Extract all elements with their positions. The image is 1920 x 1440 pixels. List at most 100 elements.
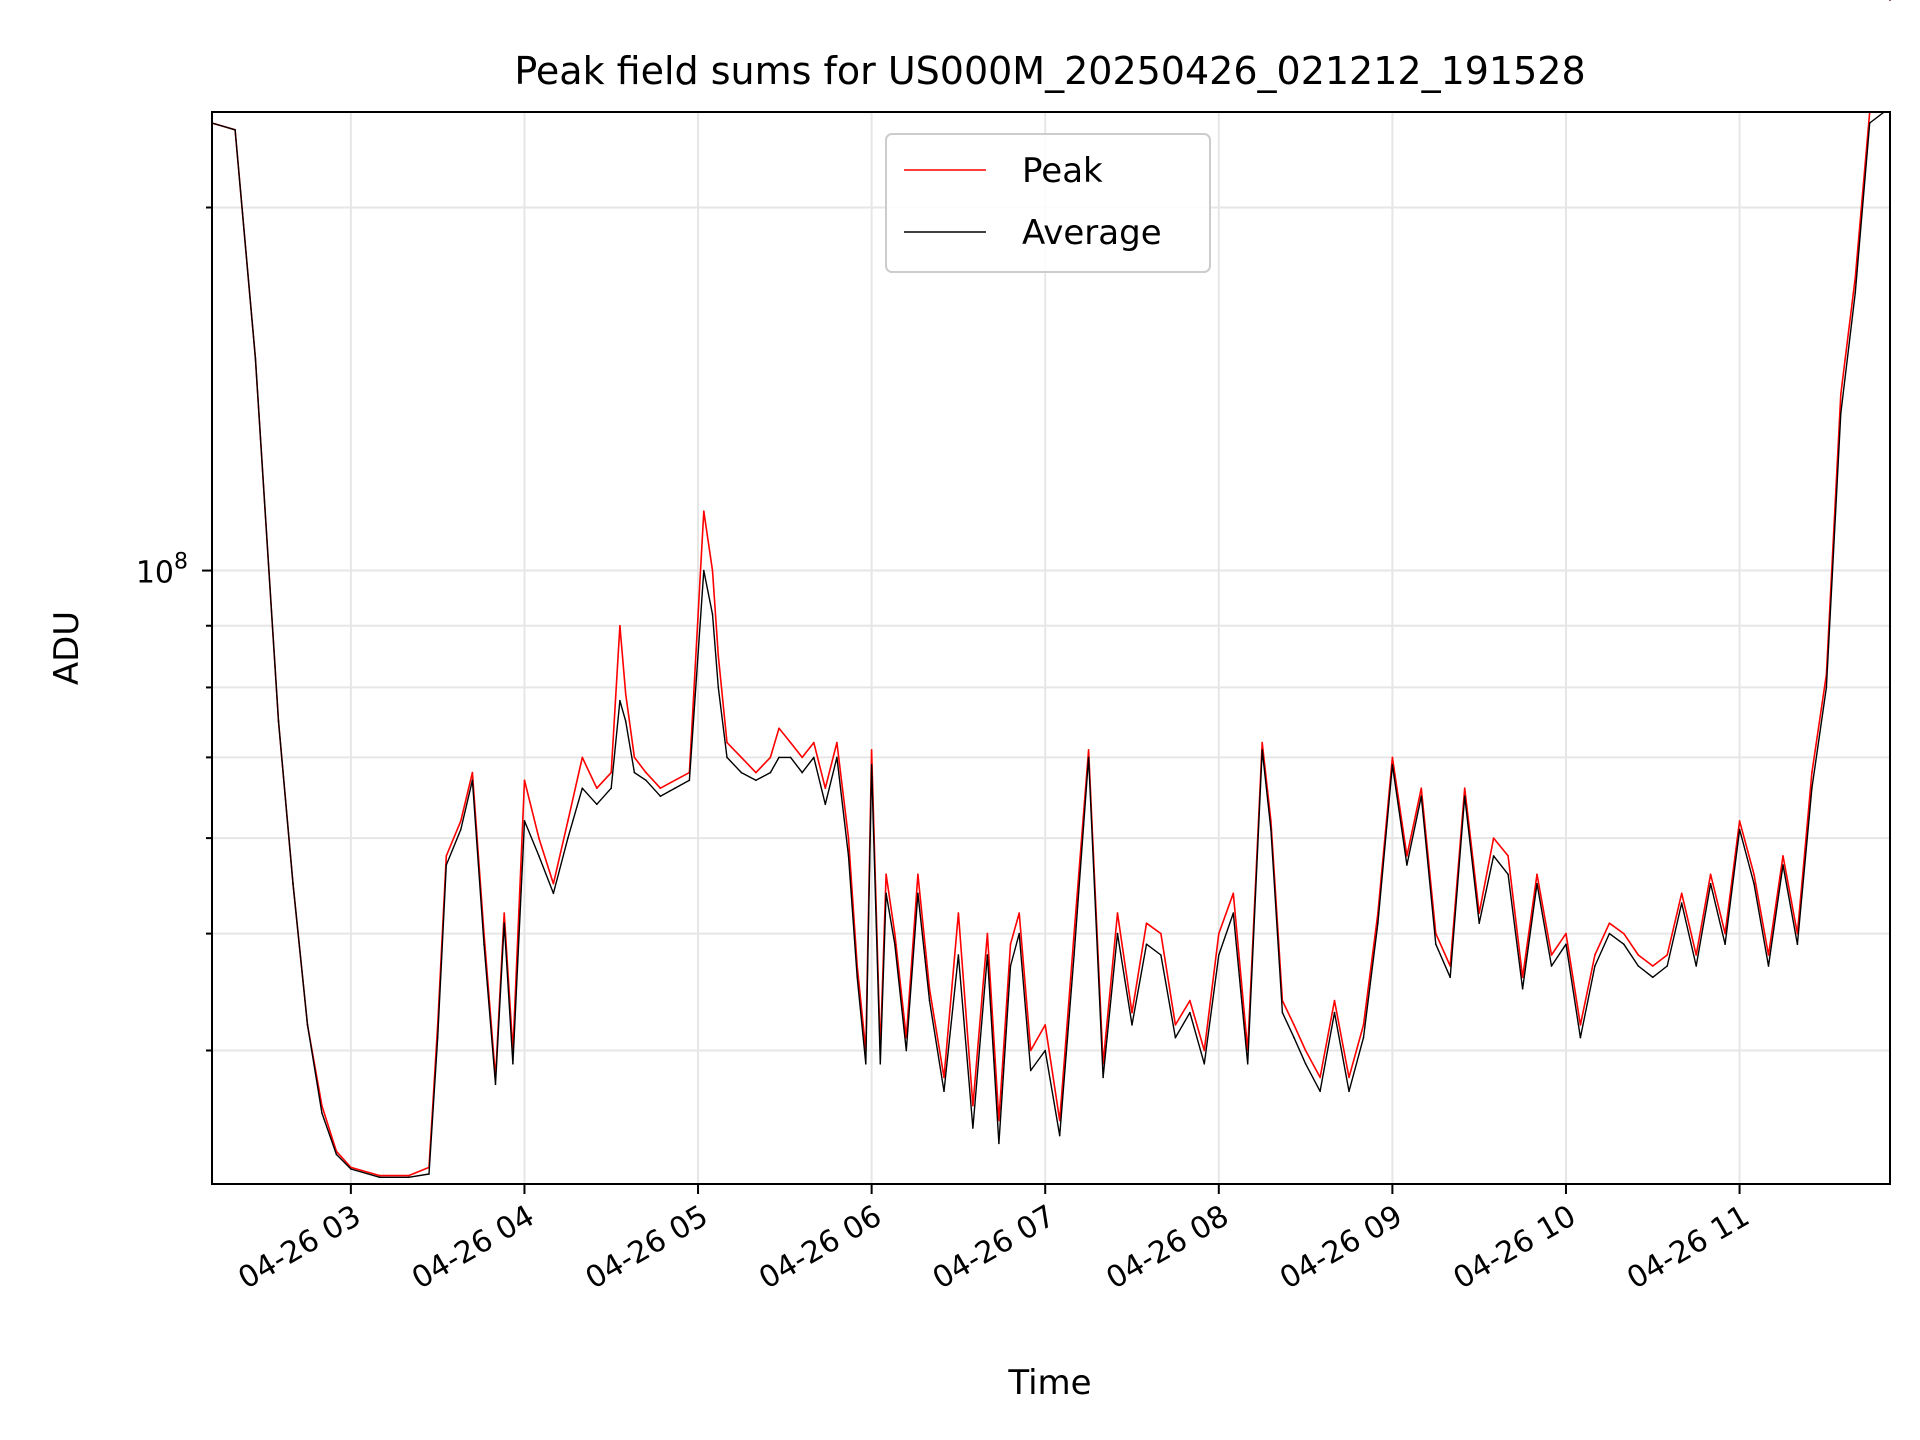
data-point-peak [801,756,803,759]
x-axis-label: Time [1007,1363,1091,1403]
data-point-peak [1044,1024,1046,1026]
data-point-average [1281,1011,1284,1014]
data-point-peak [1680,892,1683,895]
data-point-average [1261,749,1263,751]
data-point-peak [1463,787,1466,789]
data-point-average [619,699,621,702]
data-point-average [972,1127,974,1129]
legend: Peak Average [885,133,1211,273]
chart-title: Peak field sums for US000M_20250426_0212… [514,49,1585,93]
data-point-peak [1116,912,1119,914]
legend-box [885,133,1211,273]
data-point-peak [552,882,555,885]
data-point-peak [1753,873,1755,876]
data-point-average [1116,932,1119,935]
data-point-average [633,771,636,774]
data-point-peak [1145,922,1148,924]
data-point-peak [717,654,720,657]
data-point-average [1796,943,1799,945]
data-point-average [894,943,896,945]
data-point-average [1087,756,1090,759]
data-point-average [1218,954,1220,956]
data-point-average [998,1142,1000,1145]
data-point-average [769,771,772,774]
data-point-average [1174,1036,1177,1039]
data-point-average [1131,1024,1133,1026]
data-point-peak [824,787,827,789]
data-point-average [538,855,540,857]
data-point-average [928,999,931,1002]
y-axis: 108 [136,206,212,1052]
data-point-average [1304,1063,1307,1065]
data-point-average [1507,873,1509,876]
data-point-average [1333,1011,1336,1014]
data-point-peak [624,693,627,695]
data-point-average [1652,976,1654,979]
data-point-average [624,720,627,722]
data-point-peak [567,820,569,822]
data-point-average [917,892,919,895]
data-point-average [865,1063,867,1065]
data-point-average [1029,1069,1032,1072]
plot-frame [211,111,1891,1185]
data-point-average [1406,864,1408,866]
data-point-peak [619,624,621,627]
data-point-average [1145,943,1148,945]
data-point-peak [1565,932,1567,935]
data-point-peak [596,787,598,789]
data-point-peak [740,756,743,759]
legend-label-peak: Peak [1022,151,1103,191]
data-point-average [234,129,236,131]
data-point-peak [1391,756,1394,759]
data-point-average [523,820,526,822]
data-point-average [1391,764,1394,766]
data-point-peak [1695,954,1697,956]
data-point-peak [610,771,612,774]
data-point-average [1018,932,1020,935]
data-point-peak [1767,954,1770,956]
data-point-peak [755,771,757,774]
data-point-peak [1623,932,1625,935]
data-point-peak [1666,954,1668,956]
data-point-peak [321,1104,323,1107]
data-point-peak [711,569,714,572]
data-point-average [659,795,662,797]
data-point-peak [894,932,896,935]
data-point-peak [1782,855,1784,857]
data-point-average [1709,882,1712,885]
data-point-peak [957,912,960,914]
data-point-average [1666,965,1668,967]
data-point-average [436,1036,439,1039]
data-point-average [1009,965,1012,967]
data-point-peak [1709,873,1712,876]
data-point-peak [1811,771,1813,774]
data-point-average [1724,943,1726,945]
data-point-average [986,954,989,956]
data-point-average [321,1112,323,1114]
data-point-average [1637,965,1640,967]
data-point-peak [1478,912,1480,914]
data-point-average [1854,291,1857,294]
data-point-average [1782,864,1784,866]
data-point-average [870,764,873,766]
data-point-peak [1348,1076,1350,1079]
data-point-average [755,779,757,782]
data-point-average [778,756,780,759]
data-point-average [552,892,555,895]
data-point-peak [633,756,636,759]
data-point-average [1753,882,1755,885]
data-point-average [1246,1063,1249,1065]
data-point-peak [1738,820,1741,822]
data-point-average [1420,795,1423,797]
series-layer [211,0,1891,1179]
data-point-peak [1009,943,1012,945]
data-point-average [879,1063,882,1065]
data-point-average [1825,686,1828,689]
data-point-average [674,787,676,789]
data-point-peak [523,779,526,782]
data-point-peak [538,837,540,839]
data-point-peak [460,820,462,822]
data-point-average [350,1168,352,1170]
data-point-average [645,779,647,782]
data-point-average [1680,902,1683,904]
